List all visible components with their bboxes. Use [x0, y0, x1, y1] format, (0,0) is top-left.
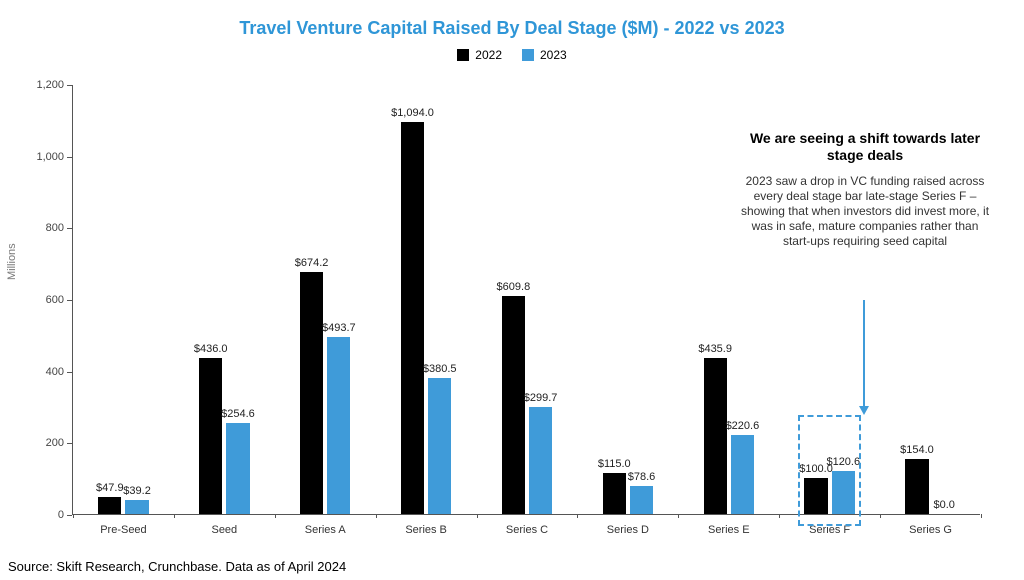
legend-item: 2022 [457, 48, 502, 62]
x-tick-mark [275, 514, 276, 518]
bar-value-label: $78.6 [628, 471, 656, 483]
annotation-body: 2023 saw a drop in VC funding raised acr… [738, 174, 992, 249]
y-tick-mark [67, 157, 72, 158]
category-label: Series D [607, 524, 649, 536]
bar-value-label: $299.7 [524, 392, 558, 404]
legend-item: 2023 [522, 48, 567, 62]
y-axis-title: Millions [6, 243, 18, 280]
bar [630, 486, 653, 514]
bar-value-label: $493.7 [322, 322, 356, 334]
bar-value-label: $154.0 [900, 444, 934, 456]
y-tick-label: 600 [46, 294, 64, 306]
source-text: Source: Skift Research, Crunchbase. Data… [8, 559, 346, 574]
bar-value-label: $47.9 [96, 482, 124, 494]
bar-value-label: $39.2 [123, 485, 151, 497]
y-tick-label: 400 [46, 366, 64, 378]
bar [125, 500, 148, 514]
x-tick-mark [880, 514, 881, 518]
x-tick-mark [477, 514, 478, 518]
x-tick-mark [779, 514, 780, 518]
chart-title: Travel Venture Capital Raised By Deal St… [0, 18, 1024, 39]
bar-value-label: $220.6 [726, 420, 760, 432]
bar [502, 296, 525, 515]
bar [905, 459, 928, 514]
bar [199, 358, 222, 514]
x-tick-mark [376, 514, 377, 518]
legend: 2022 2023 [0, 48, 1024, 66]
category-label: Seed [211, 524, 237, 536]
x-tick-mark [981, 514, 982, 518]
y-tick-mark [67, 443, 72, 444]
bar [731, 435, 754, 514]
bar-value-label: $674.2 [295, 257, 329, 269]
highlight-box [798, 415, 861, 526]
y-tick-mark [67, 372, 72, 373]
bar-value-label: $380.5 [423, 363, 457, 375]
y-tick-label: 1,000 [36, 151, 64, 163]
bar [704, 358, 727, 514]
x-tick-mark [577, 514, 578, 518]
category-label: Series B [405, 524, 447, 536]
category-label: Pre-Seed [100, 524, 146, 536]
y-tick-label: 0 [58, 509, 64, 521]
bar-value-label: $1,094.0 [391, 107, 434, 119]
annotation-heading: We are seeing a shift towards later stag… [738, 130, 992, 164]
annotation-arrow [863, 300, 865, 406]
y-tick-mark [67, 515, 72, 516]
bar-value-label: $115.0 [598, 458, 631, 470]
category-label: Series F [809, 524, 850, 536]
bar [603, 473, 626, 514]
bar-value-label: $609.8 [497, 281, 531, 293]
annotation-arrow-head [859, 406, 869, 415]
bar-value-label: $435.9 [698, 343, 732, 355]
category-label: Series E [708, 524, 750, 536]
category-label: Series C [506, 524, 548, 536]
y-tick-mark [67, 228, 72, 229]
bar [98, 497, 121, 514]
bar-value-label: $0.0 [933, 499, 954, 511]
bar [529, 407, 552, 514]
bar [401, 122, 424, 514]
y-tick-mark [67, 85, 72, 86]
y-tick-label: 1,200 [36, 79, 64, 91]
x-tick-mark [678, 514, 679, 518]
category-label: Series A [305, 524, 346, 536]
legend-label: 2022 [475, 48, 502, 62]
y-tick-label: 200 [46, 437, 64, 449]
category-label: Series G [909, 524, 952, 536]
y-tick-mark [67, 300, 72, 301]
bar [300, 272, 323, 514]
legend-label: 2023 [540, 48, 567, 62]
bar-value-label: $254.6 [221, 408, 255, 420]
bar [327, 337, 350, 514]
x-tick-mark [73, 514, 74, 518]
legend-swatch [522, 49, 534, 61]
x-tick-mark [174, 514, 175, 518]
legend-swatch [457, 49, 469, 61]
y-tick-label: 800 [46, 222, 64, 234]
bar [428, 378, 451, 514]
bar [226, 423, 249, 514]
bar-value-label: $436.0 [194, 343, 228, 355]
